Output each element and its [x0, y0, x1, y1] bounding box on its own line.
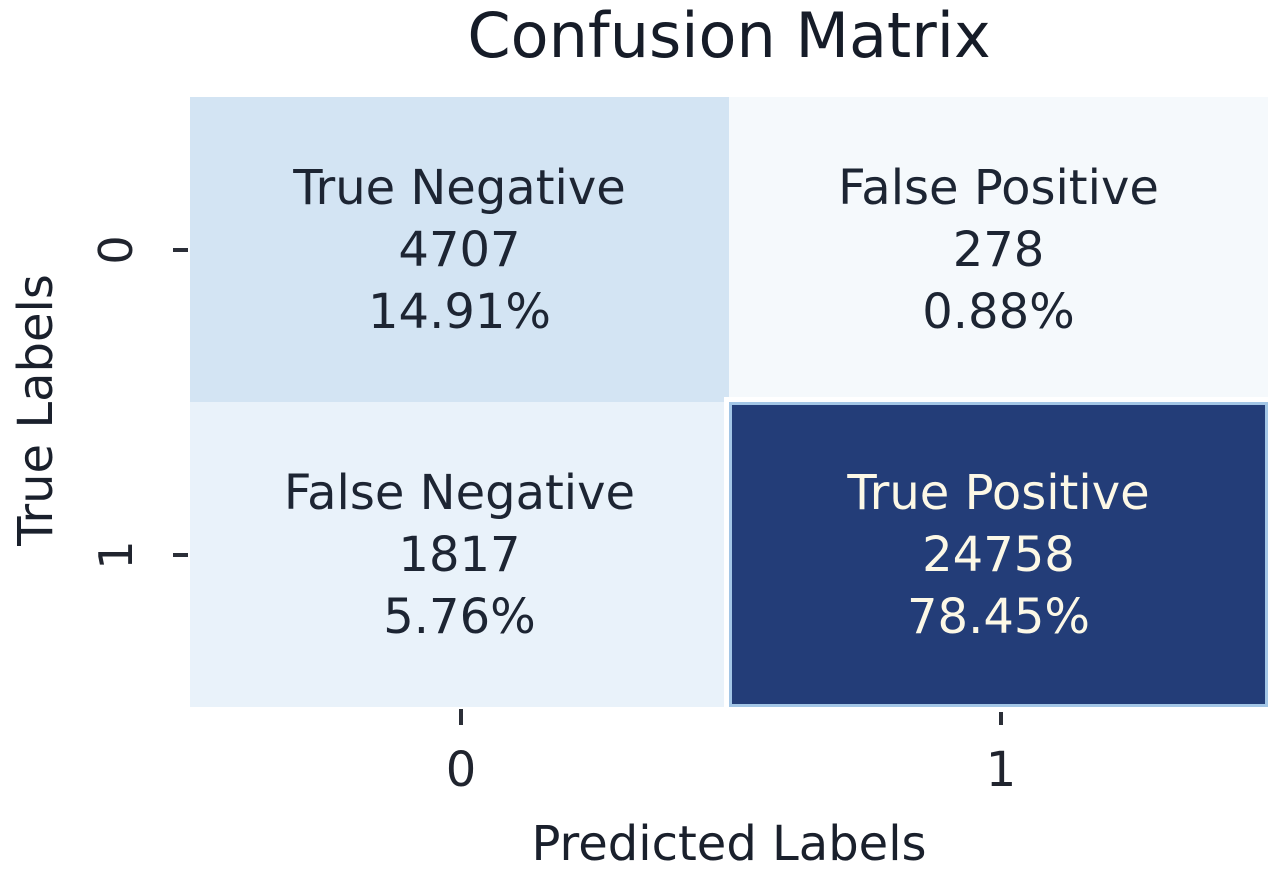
y-axis-label: True Labels	[8, 274, 64, 546]
cell-label: False Negative	[283, 464, 636, 521]
cell-label: True Negative	[293, 159, 626, 216]
cell-percent: 14.91%	[367, 283, 552, 340]
x-tick-label-1: 1	[985, 742, 1017, 798]
y-tick-label-1: 1	[89, 540, 143, 570]
x-axis-label: Predicted Labels	[531, 816, 927, 872]
cell-percent: 5.76%	[383, 588, 536, 645]
cell-count: 278	[952, 221, 1045, 278]
cell-false-positive: False Positive 278 0.88%	[729, 97, 1268, 402]
x-tick-mark-1	[999, 709, 1003, 725]
cell-true-positive: True Positive 24758 78.45%	[729, 402, 1268, 707]
x-tick-label-0: 0	[445, 742, 477, 798]
cell-count: 24758	[922, 526, 1075, 583]
heatmap-grid: True Negative 4707 14.91% False Positive…	[190, 97, 1268, 707]
cell-true-negative: True Negative 4707 14.91%	[190, 97, 729, 402]
cell-count: 4707	[398, 221, 521, 278]
cell-count: 1817	[398, 526, 521, 583]
y-tick-mark-0	[173, 248, 188, 252]
y-tick-label-0: 0	[89, 235, 143, 265]
cell-percent: 78.45%	[906, 588, 1091, 645]
x-tick-mark-0	[459, 709, 463, 725]
cell-percent: 0.88%	[922, 283, 1075, 340]
cell-label: True Positive	[847, 464, 1150, 521]
chart-title: Confusion Matrix	[467, 0, 991, 72]
cell-label: False Positive	[838, 159, 1159, 216]
cell-false-negative: False Negative 1817 5.76%	[190, 402, 729, 707]
y-tick-mark-1	[173, 553, 188, 557]
